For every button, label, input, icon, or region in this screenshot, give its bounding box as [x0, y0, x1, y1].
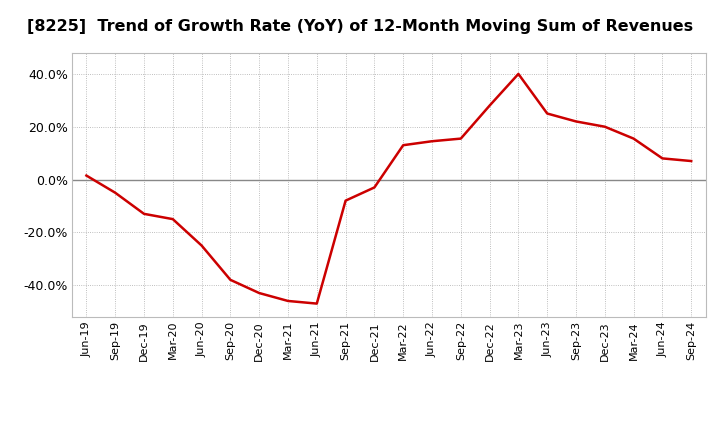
Text: [8225]  Trend of Growth Rate (YoY) of 12-Month Moving Sum of Revenues: [8225] Trend of Growth Rate (YoY) of 12-… — [27, 19, 693, 34]
